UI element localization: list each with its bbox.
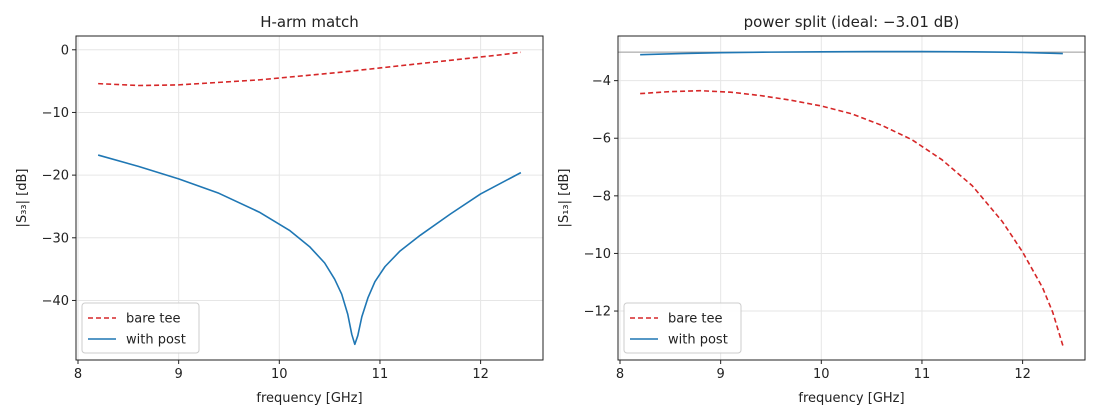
y-tick-label: −20 <box>42 169 69 184</box>
chart-title: power split (ideal: −3.01 dB) <box>744 13 960 31</box>
series-line-with-post <box>97 154 522 346</box>
plot-frame <box>75 35 544 361</box>
legend-label: bare tee <box>668 312 723 327</box>
x-tick-label: 10 <box>271 367 288 382</box>
series-line-bare-tee <box>98 51 521 87</box>
x-tick-label: 11 <box>372 367 389 382</box>
x-tick-label: 11 <box>914 367 931 382</box>
chart-h-arm-match: 8 9 10 11 12 0 −10 −20 −30 −40 H-arm match frequenc… <box>15 13 544 406</box>
y-tick-label: −10 <box>42 106 69 121</box>
series-line-with-post <box>640 50 1063 56</box>
y-axis-label: |S₃₃| [dB] <box>15 169 30 228</box>
x-tick-label: 8 <box>616 367 624 382</box>
chart-title: H-arm match <box>260 13 359 31</box>
y-tick-label: −8 <box>592 189 611 204</box>
y-tick-label: −40 <box>42 294 69 309</box>
y-tick-label: −6 <box>592 132 611 147</box>
legend: bare tee with post <box>81 302 200 354</box>
legend-label: bare tee <box>126 312 181 327</box>
x-tick-label: 10 <box>813 367 830 382</box>
x-tick-label: 9 <box>175 367 183 382</box>
legend-box <box>81 302 200 354</box>
legend: bare tee with post <box>623 302 742 354</box>
x-axis-label: frequency [GHz] <box>798 391 904 406</box>
y-tick-label: −30 <box>42 231 69 246</box>
y-axis-label: |S₁₃| [dB] <box>557 169 572 228</box>
series-line-bare-tee <box>640 89 1064 346</box>
legend-label: with post <box>668 333 728 348</box>
x-tick-label: 12 <box>472 367 489 382</box>
legend-label: with post <box>126 333 186 348</box>
x-tick-label: 12 <box>1014 367 1031 382</box>
plot-frame <box>617 35 1086 361</box>
y-tick-label: −12 <box>584 305 611 320</box>
x-axis-label: frequency [GHz] <box>256 391 362 406</box>
y-tick-label: 0 <box>61 43 69 58</box>
x-tick-label: 9 <box>717 367 725 382</box>
legend-box <box>623 302 742 354</box>
y-tick-label: −4 <box>592 74 611 89</box>
y-tick-label: −10 <box>584 247 611 262</box>
chart-power-split: 8 9 10 11 12 −4 −6 −8 −10 −12 power split (ideal: … <box>557 13 1086 406</box>
x-tick-label: 8 <box>74 367 82 382</box>
